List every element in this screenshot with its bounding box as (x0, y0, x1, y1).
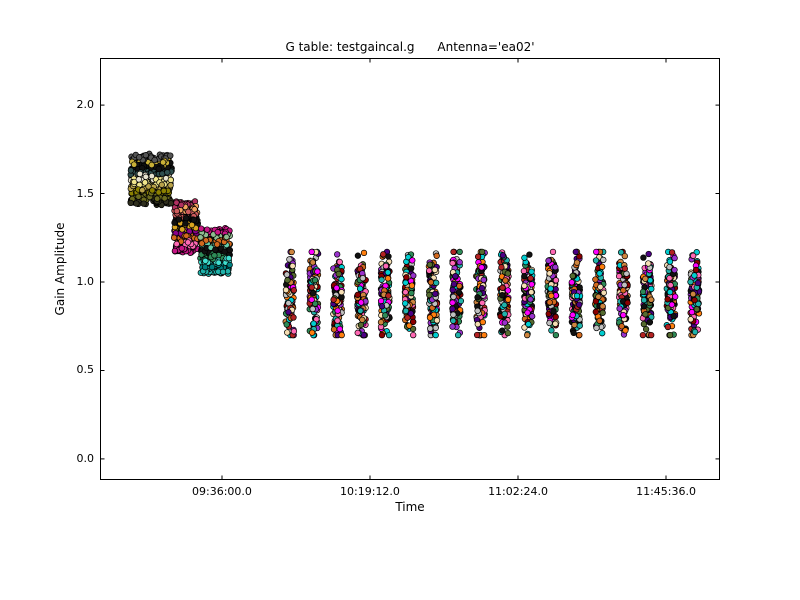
y-tick-label: 0.5 (76, 363, 95, 377)
y-axis-label: Gain Amplitude (53, 222, 67, 316)
y-tick-label: 1.5 (76, 186, 95, 200)
x-tick-label: 10:19:12.0 (340, 485, 400, 498)
x-axis-label: Time (395, 500, 425, 514)
axes-border (100, 58, 720, 480)
x-tick-label: 11:45:36.0 (636, 485, 696, 498)
y-tick-label: 1.0 (76, 275, 95, 288)
chart-title: G table: testgaincal.g Antenna='ea02' (285, 40, 535, 54)
y-tick-label: 2.0 (76, 98, 95, 112)
axis-ticks (100, 58, 720, 480)
y-tick-label: 0.0 (76, 451, 95, 465)
scatter-points (127, 150, 703, 339)
x-tick-label: 09:36:00.0 (192, 485, 252, 498)
x-tick-label: 11:02:24.0 (488, 485, 548, 498)
